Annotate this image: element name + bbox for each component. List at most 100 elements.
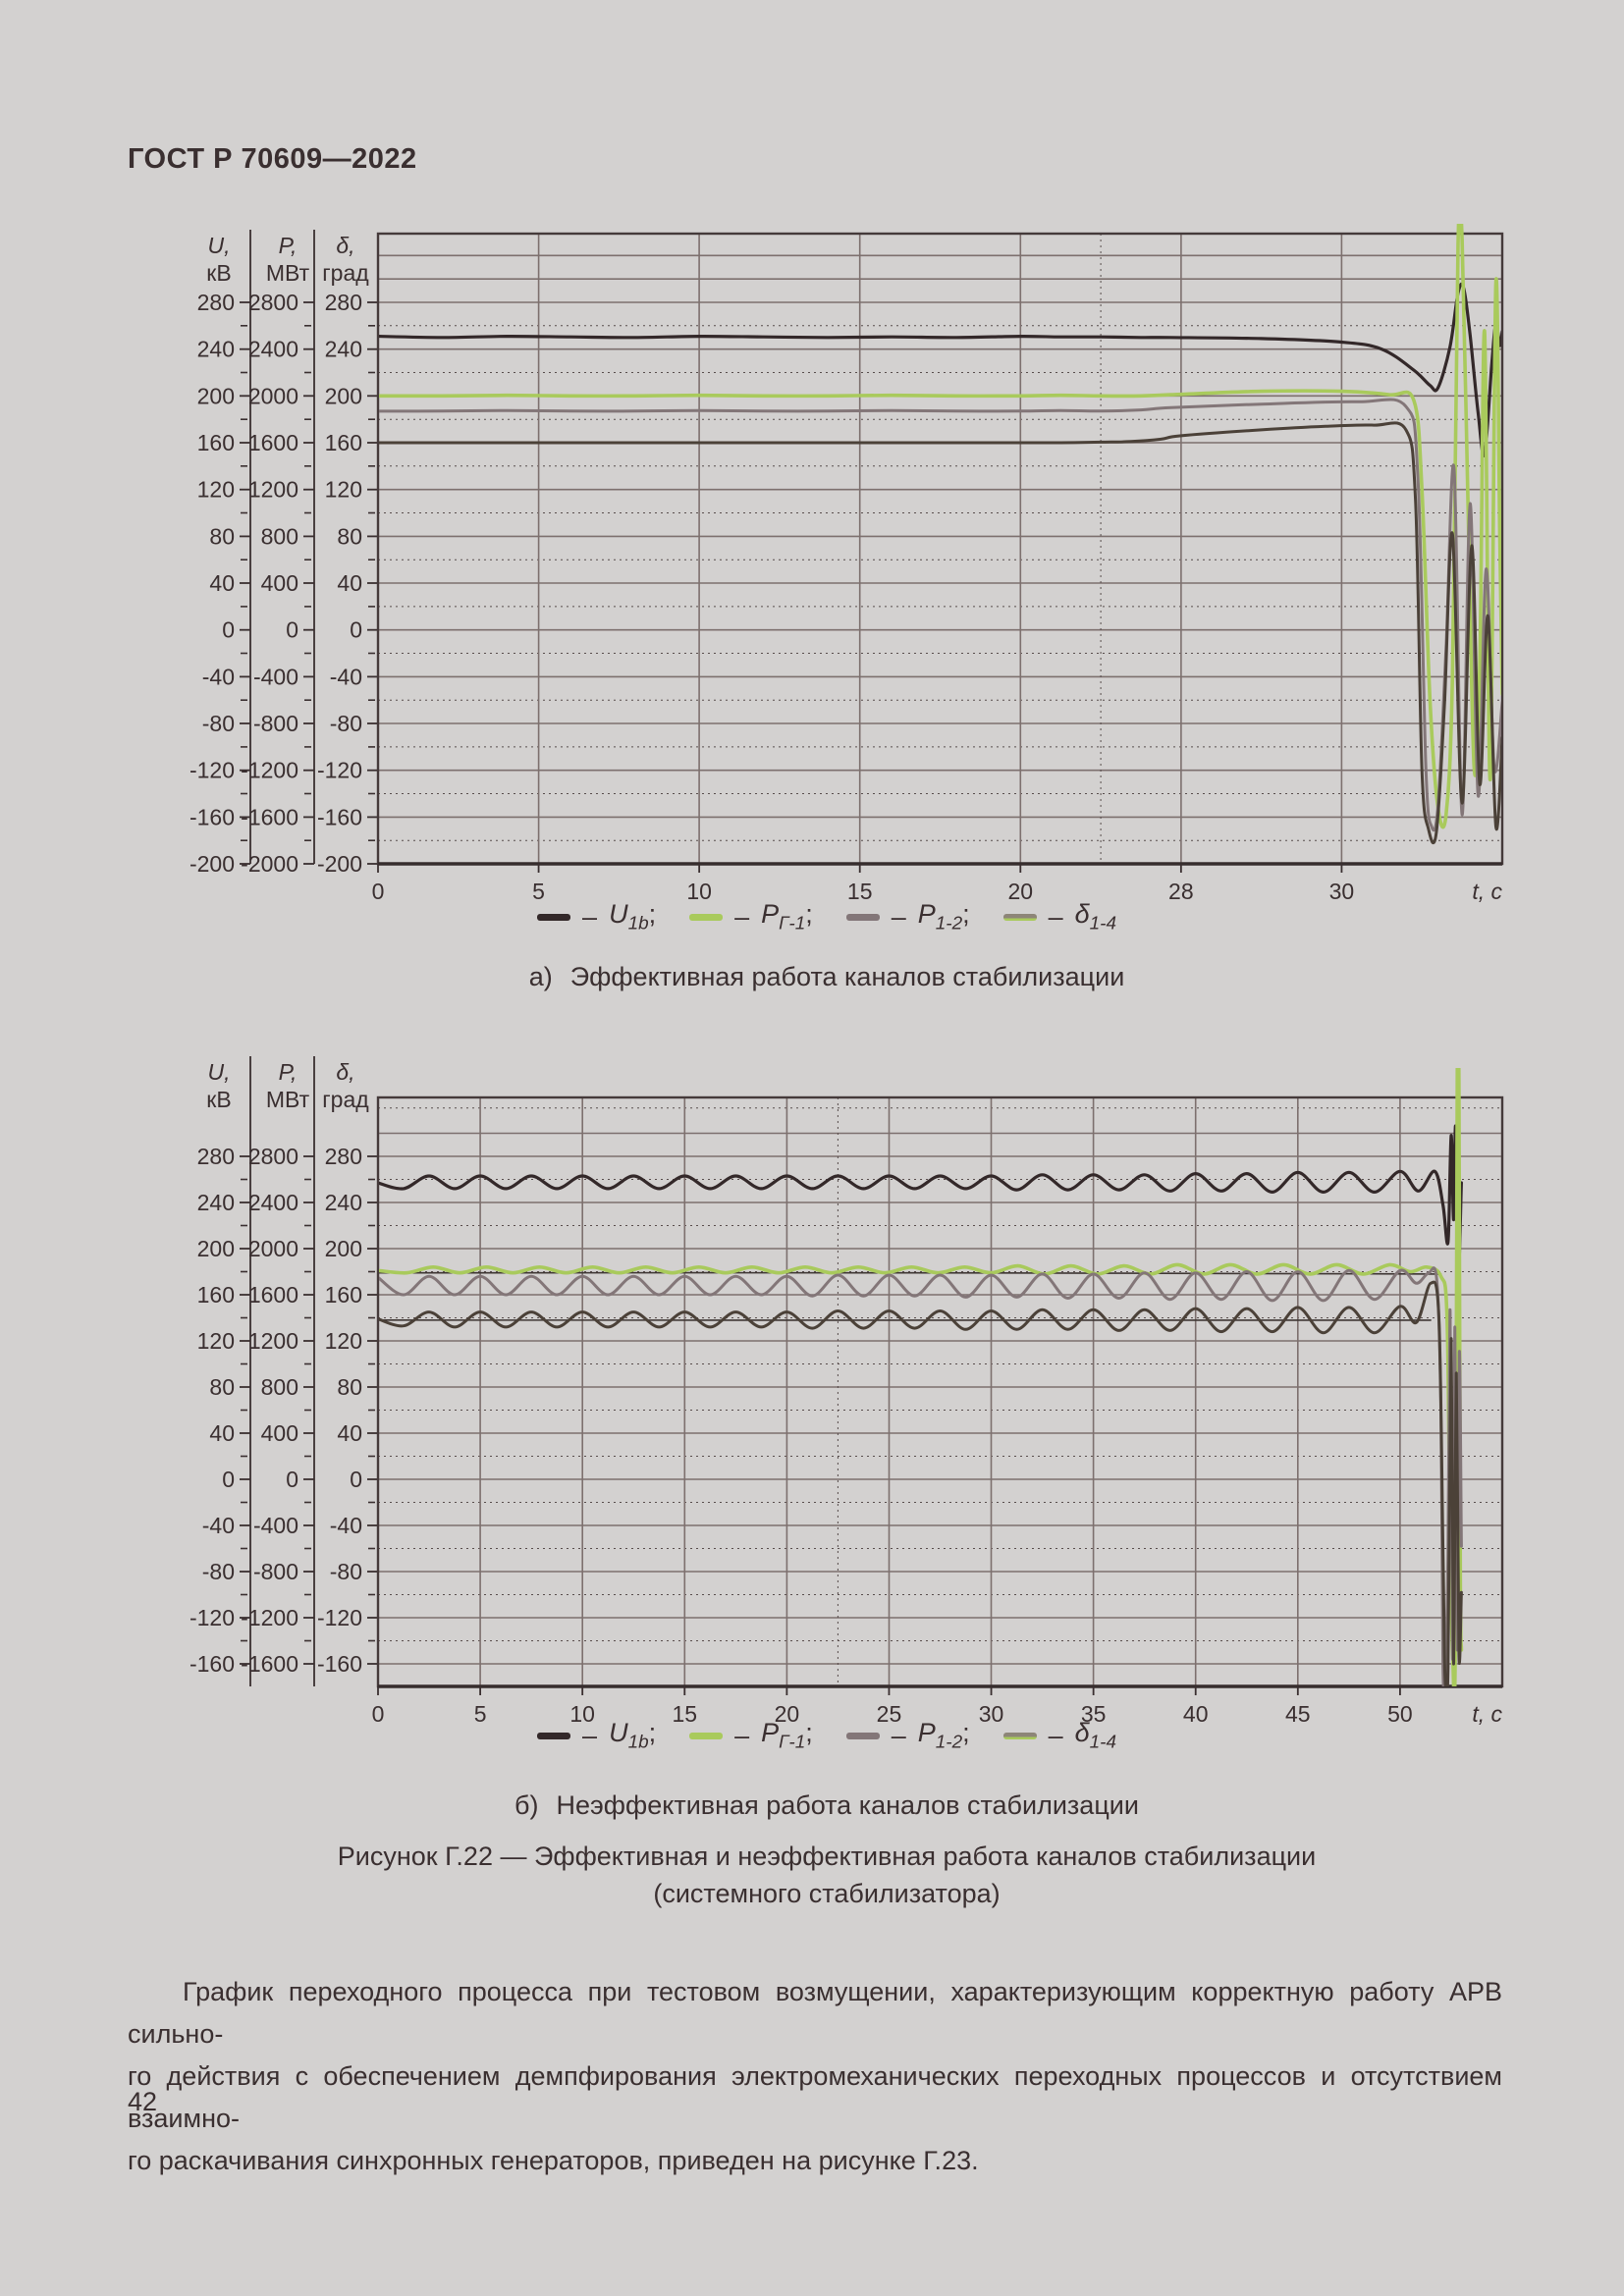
legend-label-PG-1: PГ-1;	[761, 1718, 813, 1753]
y-tick-label: 800	[261, 1374, 298, 1400]
paragraph-line: го действия с обеспечением демпфирования…	[128, 2061, 1502, 2133]
y-tick-label: 2000	[248, 1236, 298, 1261]
y-tick-label: 160	[325, 1282, 362, 1308]
y-axis-unit: град	[322, 260, 369, 286]
y-tick-label: 2800	[248, 1144, 298, 1169]
chart-b-caption-text: Неэффективная работа каналов стабилизаци…	[556, 1790, 1139, 1820]
chart-a-legend: – U1b; – PГ-1; – P1-2; – δ1-4	[128, 899, 1526, 934]
y-tick-label: 0	[286, 1467, 298, 1492]
chart-a-caption-text: Эффективная работа каналов стабилизации	[569, 962, 1125, 991]
y-tick-label: 80	[209, 523, 235, 549]
legend-swatch-P1-2	[845, 1732, 880, 1739]
y-tick-label: 40	[337, 570, 362, 596]
y-tick-label: 200	[197, 1236, 235, 1261]
y-axis-unit: кВ	[206, 1087, 231, 1112]
series-P_Г-1	[379, 1068, 1464, 1686]
y-tick-label: 240	[197, 337, 235, 362]
legend-swatch-PG-1	[689, 913, 724, 921]
y-axis-unit: МВт	[266, 1087, 310, 1112]
legend-item-d1-4: – δ1-4	[1002, 1718, 1116, 1753]
y-tick-label: -1600	[241, 1651, 298, 1677]
y-axis-title: U,	[208, 1059, 231, 1085]
document-header: ГОСТ Р 70609—2022	[128, 143, 417, 175]
legend-dash: –	[734, 1720, 750, 1750]
y-tick-label: 160	[197, 1282, 235, 1308]
y-tick-label: 0	[350, 617, 362, 643]
y-tick-label: -160	[317, 1651, 362, 1677]
legend-label-d1-4: δ1-4	[1074, 1718, 1116, 1753]
legend-swatch-d1-4	[1002, 913, 1037, 921]
chart-a-canvas: 28024020016012080400-40-80-120-160-200U,…	[189, 224, 1504, 904]
y-tick-label: 80	[209, 1374, 235, 1400]
y-tick-label: -120	[189, 1605, 235, 1630]
x-tick-label: 20	[1007, 879, 1033, 904]
series-δ_1-4	[379, 421, 1501, 845]
legend-label-d1-4: δ1-4	[1074, 899, 1116, 934]
y-tick-label: -40	[330, 664, 362, 689]
y-tick-label: -80	[330, 1559, 362, 1584]
legend-swatch-U1b	[537, 913, 571, 921]
y-tick-label: 0	[222, 1467, 235, 1492]
series-flat-reference-1	[379, 1271, 1442, 1275]
y-tick-label: -400	[253, 1513, 298, 1538]
x-tick-label: 20	[775, 1701, 800, 1727]
legend-swatch-P1-2	[845, 913, 880, 921]
y-tick-label: -200	[189, 851, 235, 877]
x-tick-label: 30	[1329, 879, 1355, 904]
y-tick-label: 400	[261, 570, 298, 596]
x-tick-label: 0	[372, 879, 385, 904]
figure-caption-line2: (системного стабилизатора)	[653, 1879, 1001, 1908]
y-tick-label: 200	[325, 383, 362, 408]
y-axis-title: δ,	[336, 1059, 354, 1085]
y-tick-label: 240	[197, 1190, 235, 1215]
x-tick-label: 15	[847, 879, 873, 904]
legend-item-U1b: – U1b;	[537, 1718, 656, 1753]
legend-item-PG-1: – PГ-1;	[689, 1718, 813, 1753]
y-tick-label: 120	[325, 1328, 362, 1354]
y-tick-label: -40	[330, 1513, 362, 1538]
y-tick-label: -120	[317, 758, 362, 783]
body-paragraph: График переходного процесса при тестовом…	[128, 1971, 1502, 2182]
y-tick-label: 80	[337, 1374, 362, 1400]
legend-label-P1-2: P1-2;	[917, 899, 970, 934]
y-tick-label: 2400	[248, 1190, 298, 1215]
y-tick-label: -120	[317, 1605, 362, 1630]
x-tick-label: 15	[672, 1701, 697, 1727]
y-axis-title: δ,	[336, 233, 354, 258]
y-tick-label: -400	[253, 664, 298, 689]
y-tick-label: -80	[330, 711, 362, 736]
y-tick-label: 240	[325, 1190, 362, 1215]
chart-a-part-label: а)	[528, 962, 553, 991]
y-tick-label: 120	[197, 477, 235, 503]
legend-dash: –	[582, 901, 598, 932]
legend-label-U1b: U1b;	[609, 899, 657, 934]
y-tick-label: 280	[325, 290, 362, 315]
x-tick-label: 25	[877, 1701, 902, 1727]
x-tick-label: 0	[372, 1701, 385, 1727]
legend-label-U1b: U1b;	[609, 1718, 657, 1753]
y-tick-label: 160	[325, 430, 362, 455]
page-number: 42	[128, 2087, 158, 2116]
y-tick-label: 40	[209, 570, 235, 596]
legend-dash: –	[891, 901, 906, 932]
y-tick-label: -1600	[241, 804, 298, 829]
chart-a-caption: а) Эффективная работа каналов стабилизаци…	[128, 962, 1526, 992]
y-tick-label: 400	[261, 1420, 298, 1446]
series-P_1-2	[379, 398, 1501, 832]
chart-b-caption: б) Неэффективная работа каналов стабилиза…	[128, 1790, 1526, 1821]
x-axis-title: t, с	[1472, 879, 1502, 904]
y-tick-label: 1200	[248, 477, 298, 503]
y-tick-label: 120	[197, 1328, 235, 1354]
y-tick-label: 1600	[248, 1282, 298, 1308]
chart-b-legend: – U1b; – PГ-1; – P1-2; – δ1-4	[128, 1718, 1526, 1753]
figure-caption-line1: Рисунок Г.22 — Эффективная и неэффективн…	[337, 1842, 1317, 1871]
y-tick-label: -1200	[241, 1605, 298, 1630]
y-tick-label: -80	[202, 1559, 235, 1584]
series-P_Г-1	[379, 224, 1501, 829]
y-tick-label: 80	[337, 523, 362, 549]
y-tick-label: 160	[197, 430, 235, 455]
legend-dash: –	[734, 901, 750, 932]
y-tick-label: 0	[222, 617, 235, 643]
x-tick-label: 5	[532, 879, 545, 904]
